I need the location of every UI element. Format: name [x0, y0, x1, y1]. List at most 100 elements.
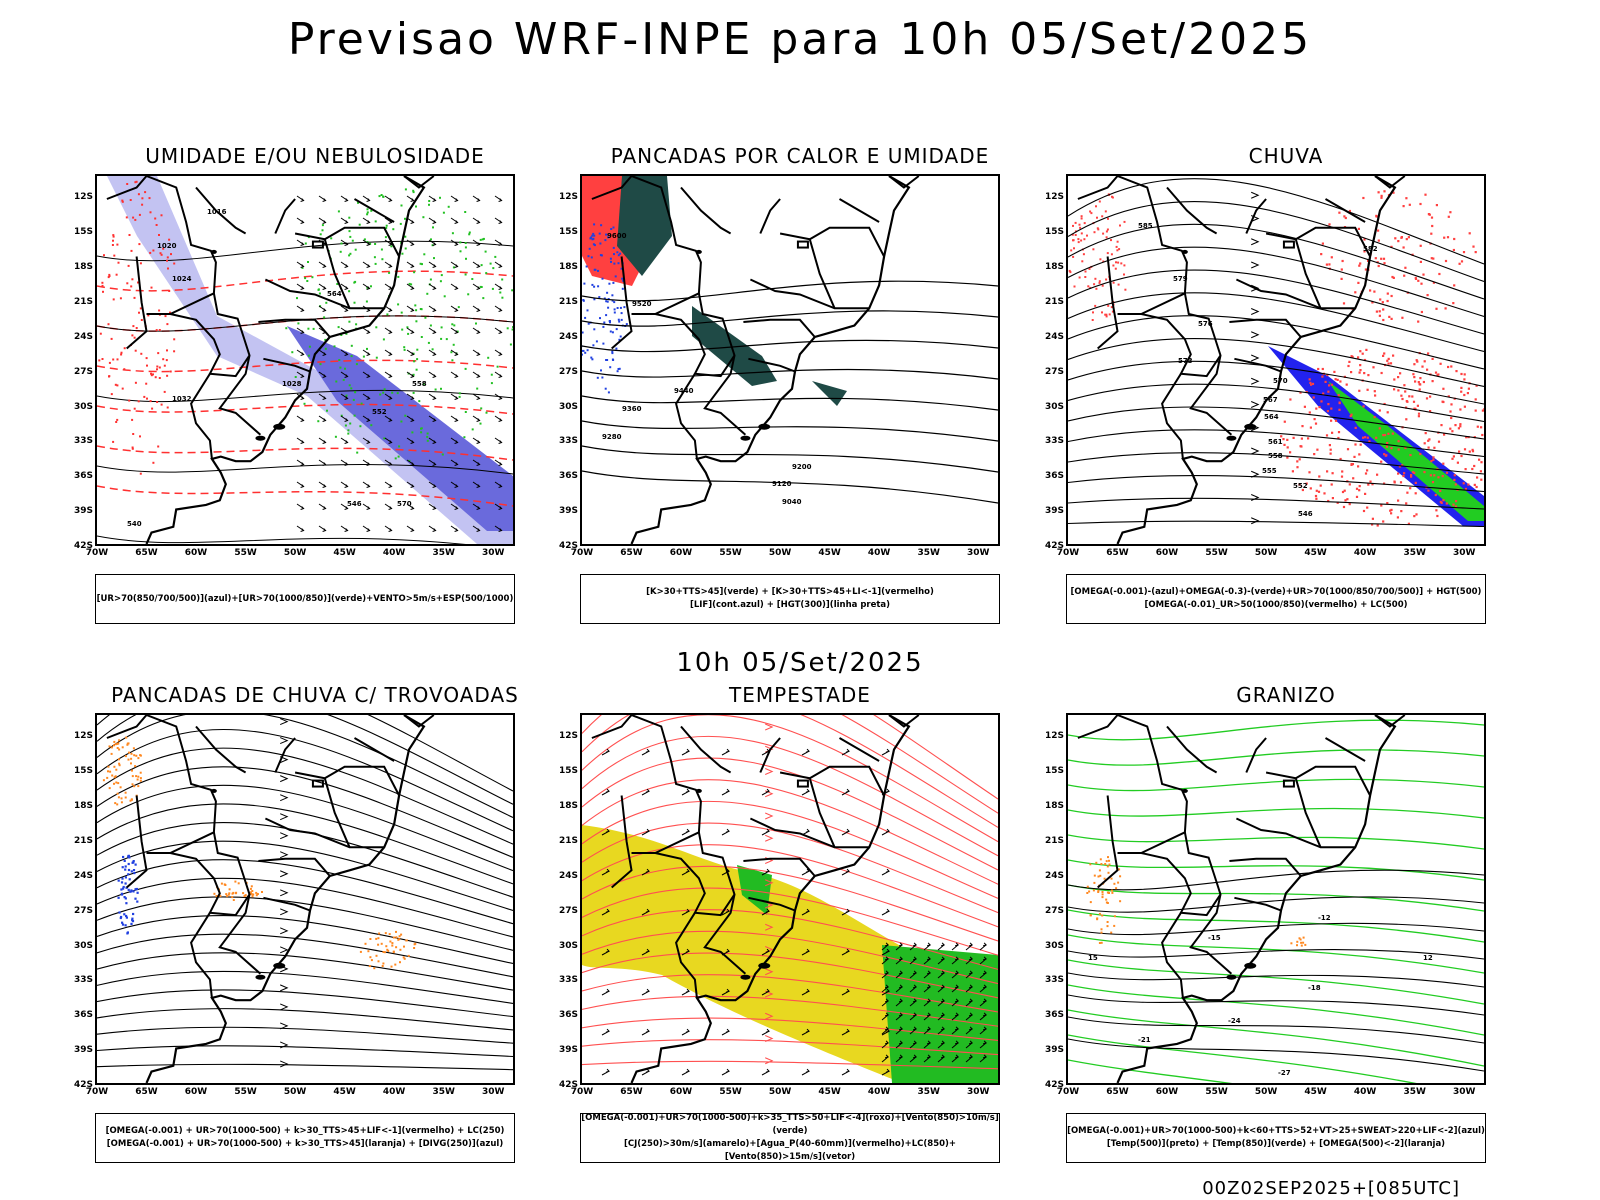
latitude-tick-label: 30S: [558, 401, 578, 412]
latitude-tick-label: 39S: [73, 506, 93, 517]
panel-title: TEMPESTADE: [729, 683, 871, 707]
contour-label: 555: [1262, 467, 1277, 475]
contour-label: 546: [1298, 510, 1313, 518]
latitude-tick-label: 18S: [73, 262, 93, 272]
latitude-tick-label: 33S: [73, 975, 93, 986]
longitude-tick-label: 30W: [481, 548, 505, 558]
main-title: Previsao WRF-INPE para 10h 05/Set/2025: [287, 14, 1313, 65]
legend-line: [CJ(250)>30m/s](amarelo)+[Agua_P(40-60mm…: [623, 1139, 957, 1162]
panel-title: PANCADAS POR CALOR E UMIDADE: [610, 144, 990, 168]
latitude-tick-label: 27S: [73, 366, 93, 377]
longitude-tick-label: 55W: [234, 1087, 257, 1097]
latitude-tick-label: 42S: [73, 541, 93, 551]
latitude-tick-label: 42S: [73, 1080, 93, 1090]
legend-box: [K>30+TTS>45](verde) + [K>30+TTS>45+LI<-…: [580, 574, 1000, 624]
panel-title: UMIDADE E/OU NEBULOSIDADE: [145, 144, 485, 168]
latitude-tick-label: 15S: [558, 227, 578, 238]
contour-label: 9280: [602, 433, 622, 441]
latitude-tick-label: 36S: [558, 471, 578, 482]
legend-line: [OMEGA(-0.001)+UR>70(1000-500)+k<60+TTS>…: [1067, 1126, 1485, 1136]
panel-trovoadas: PANCADAS DE CHUVA C/ TROVOADAS 12S 15S 18S 2…: [74, 683, 535, 1173]
longitude-tick-label: 60W: [669, 1087, 693, 1097]
latitude-axis: 12S 15S 18S 21S 24S 27S 30S 33S 36S 39S 42S: [65, 174, 95, 551]
contour-label: 576: [1198, 320, 1213, 328]
panel-pancadas-calor: PANCADAS POR CALOR E UMIDADE 12S 15S 18S 21S…: [559, 144, 1020, 634]
latitude-tick-label: 24S: [558, 331, 578, 342]
panel-title: CHUVA: [1248, 144, 1324, 168]
latitude-tick-label: 39S: [73, 1045, 93, 1056]
map-view: -12 -15 -18 -21 -24 -27 12 15: [1066, 713, 1486, 1085]
longitude-tick-label: 65W: [135, 548, 158, 558]
latitude-tick-label: 39S: [558, 506, 578, 517]
run-timestamp: 00Z02SEP2025+[085UTC]: [1202, 1178, 1460, 1199]
forecast-time-label: 10h 05/Set/2025: [676, 648, 924, 678]
latitude-tick-label: 21S: [558, 835, 578, 846]
legend-line: [UR>70(850/700/500)](azul)+[UR>70(1000/8…: [96, 593, 514, 604]
longitude-tick-label: 45W: [333, 1087, 356, 1097]
latitude-axis: 12S 15S 18S 21S 24S 27S 30S 33S 36S 39S 42S: [550, 713, 580, 1090]
contour-label: 9040: [782, 498, 802, 506]
contour-label: 9200: [792, 463, 812, 471]
latitude-tick-label: 27S: [558, 366, 578, 377]
longitude-tick-label: 40W: [867, 1087, 891, 1097]
longitude-tick-label: 50W: [1254, 548, 1278, 558]
contour-label: -27: [1278, 1069, 1291, 1077]
longitude-tick-label: 65W: [1106, 548, 1129, 558]
contour-label: -12: [1318, 914, 1331, 922]
longitude-tick-label: 50W: [768, 1087, 792, 1097]
contour-label: 570: [397, 500, 412, 508]
longitude-tick-label: 65W: [620, 1087, 643, 1097]
latitude-tick-label: 24S: [558, 870, 578, 881]
map-view: [580, 713, 1000, 1085]
longitude-tick-label: 60W: [184, 1087, 208, 1097]
longitude-tick-label: 50W: [768, 548, 792, 558]
longitude-axis: 70W 65W 60W 55W 50W 45W 40W 35W 30W: [1057, 548, 1486, 562]
latitude-tick-label: 42S: [1044, 1080, 1064, 1090]
longitude-axis: 70W 65W 60W 55W 50W 45W 40W 35W 30W: [571, 548, 1000, 562]
latitude-tick-label: 12S: [558, 731, 578, 742]
latitude-tick-label: 27S: [558, 905, 578, 916]
legend-box: [OMEGA(-0.001)+UR>70(1000-500)+k<60+TTS>…: [1066, 1113, 1486, 1163]
longitude-tick-label: 30W: [1452, 548, 1476, 558]
legend-line: [K>30+TTS>45](verde) + [K>30+TTS>45+LI<-…: [646, 587, 934, 597]
legend-line: [OMEGA(-0.001) + UR>70(1000-500) + k>30_…: [106, 1139, 504, 1149]
latitude-tick-label: 24S: [1044, 331, 1064, 342]
longitude-tick-label: 30W: [966, 548, 990, 558]
longitude-tick-label: 70W: [1056, 548, 1080, 558]
contour-label: 582: [1363, 245, 1378, 253]
contour-label: -18: [1308, 984, 1321, 992]
latitude-tick-label: 42S: [558, 1080, 578, 1090]
contour-label: -15: [1208, 934, 1221, 942]
panel-title: GRANIZO: [1236, 683, 1336, 707]
contour-label: 564: [327, 290, 342, 298]
contour-label: 561: [1268, 438, 1283, 446]
longitude-tick-label: 45W: [818, 1087, 841, 1097]
latitude-tick-label: 18S: [73, 801, 93, 811]
map-svg: [97, 715, 513, 1083]
legend-line: [LIF](cont.azul) + [HGT(300)](linha pret…: [689, 600, 891, 610]
contour-label: 552: [1293, 482, 1308, 490]
longitude-tick-label: 70W: [570, 1087, 594, 1097]
map-svg: -12 -15 -18 -21 -24 -27 12 15: [1068, 715, 1484, 1083]
legend-line: [OMEGA(-0.01)_UR>50(1000/850)(vermelho) …: [1144, 600, 1408, 610]
longitude-tick-label: 70W: [570, 548, 594, 558]
contour-label: 540: [127, 520, 142, 528]
longitude-tick-label: 30W: [481, 1087, 505, 1097]
latitude-tick-label: 18S: [1044, 262, 1064, 272]
latitude-axis: 12S 15S 18S 21S 24S 27S 30S 33S 36S 39S 42S: [65, 713, 95, 1090]
latitude-tick-label: 15S: [73, 227, 93, 238]
latitude-tick-label: 27S: [1044, 366, 1064, 377]
contour-label: -24: [1228, 1017, 1241, 1025]
longitude-tick-label: 65W: [1106, 1087, 1129, 1097]
latitude-tick-label: 30S: [1044, 401, 1064, 412]
longitude-tick-label: 70W: [85, 1087, 109, 1097]
longitude-tick-label: 40W: [867, 548, 891, 558]
longitude-tick-label: 65W: [135, 1087, 158, 1097]
latitude-tick-label: 12S: [1044, 192, 1064, 203]
longitude-tick-label: 50W: [283, 548, 307, 558]
latitude-tick-label: 24S: [73, 331, 93, 342]
longitude-tick-label: 55W: [719, 1087, 742, 1097]
longitude-tick-label: 35W: [1403, 548, 1426, 558]
